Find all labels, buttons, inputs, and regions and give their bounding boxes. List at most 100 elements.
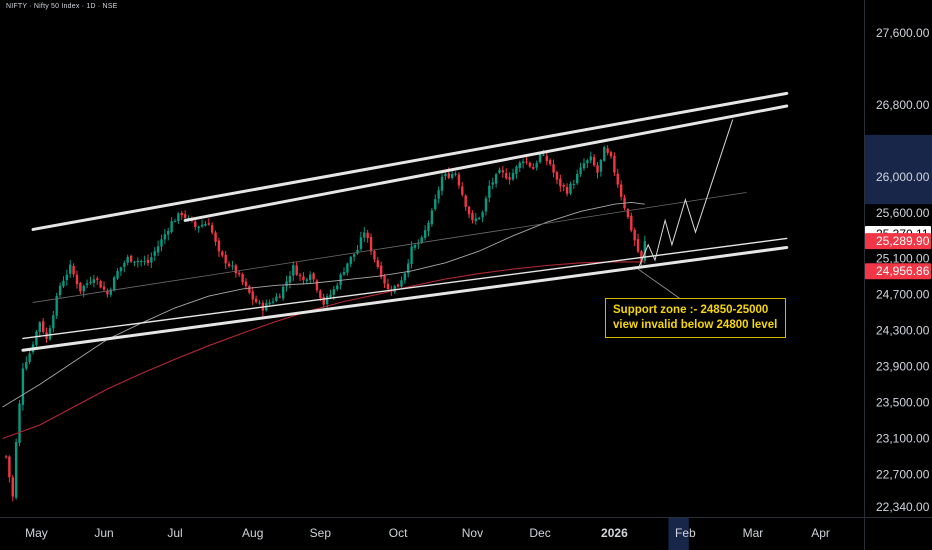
candle-body <box>214 232 217 242</box>
candle-body <box>150 257 153 263</box>
candle-body <box>548 160 552 165</box>
trendline-5 <box>32 192 747 303</box>
candle-body <box>511 172 515 180</box>
trendline-4 <box>22 237 788 340</box>
candle-body <box>427 222 430 231</box>
candle-body <box>332 289 336 295</box>
candle-body <box>251 291 254 300</box>
candle-body <box>586 160 589 164</box>
candle-body <box>478 217 481 219</box>
candle-body <box>197 226 200 229</box>
candle-body <box>106 290 109 295</box>
candle-body <box>38 322 41 332</box>
candle-body <box>238 272 241 275</box>
candle-body <box>65 274 69 281</box>
price-label-bg <box>865 263 931 280</box>
candle-body <box>363 232 366 238</box>
candle-body <box>369 237 373 252</box>
candle-body <box>85 283 89 285</box>
moving-average-grey <box>2 201 645 408</box>
candle-body <box>167 231 170 235</box>
candle-body <box>41 321 45 333</box>
candle-body <box>420 237 423 243</box>
candle-body <box>373 251 376 260</box>
candle-body <box>599 159 603 172</box>
y-tick-label: 26,800.00 <box>876 98 930 112</box>
x-tick-label-feb: Feb <box>675 526 696 540</box>
candle-body <box>160 239 163 247</box>
x-tick-label-sep: Sep <box>310 526 332 540</box>
support-zone-annotation[interactable]: Support zone :- 24850-25000 view invalid… <box>605 298 787 338</box>
candle-body <box>437 190 440 199</box>
candle-body <box>119 267 123 272</box>
candle-body <box>423 230 427 238</box>
candle-body <box>82 285 85 292</box>
candle-body <box>322 297 325 305</box>
y-tick-label: 25,100.00 <box>876 251 930 265</box>
candle-body <box>467 206 471 215</box>
candle-body <box>55 295 58 316</box>
x-tick-label-oct: Oct <box>389 526 408 540</box>
x-tick-label-dec: Dec <box>529 526 550 540</box>
candle-body <box>112 277 116 291</box>
candle-body <box>129 255 133 262</box>
candle-body <box>8 456 11 478</box>
candle-body <box>569 183 572 194</box>
candle-body <box>450 174 454 178</box>
candle-body <box>630 215 633 231</box>
annotation-line-2: view invalid below 24800 level <box>613 319 778 331</box>
candle-body <box>136 260 140 263</box>
trendline-3 <box>21 245 789 352</box>
y-tick-label: 24,300.00 <box>876 323 930 337</box>
candle-body <box>153 251 156 256</box>
price-label: 24,956.86 <box>865 263 931 280</box>
candle-body <box>532 167 535 169</box>
candle-body <box>292 265 295 276</box>
candle-body <box>359 237 363 249</box>
candle-body <box>481 212 484 218</box>
y-tick-label: 26,000.00 <box>876 170 930 184</box>
candle-body <box>96 278 99 280</box>
candle-body <box>366 232 369 238</box>
candle-body <box>183 214 187 218</box>
projection-path <box>637 119 734 270</box>
candle-body <box>393 285 396 292</box>
candle-body <box>400 280 403 287</box>
candle-body <box>342 272 346 275</box>
candle-body <box>92 279 96 283</box>
x-tick-label-apr: Apr <box>811 526 830 540</box>
candle-body <box>89 282 92 284</box>
candle-body <box>376 260 379 267</box>
candle-body <box>234 265 238 274</box>
candle-body <box>552 164 555 173</box>
candle-body <box>613 156 616 173</box>
candle-body <box>515 166 518 174</box>
candle-body <box>295 265 298 275</box>
candle-body <box>207 223 210 225</box>
candle-body <box>4 456 8 458</box>
annotation-line-1: Support zone :- 24850-25000 <box>613 304 769 316</box>
candle-body <box>278 296 281 298</box>
candle-body <box>339 274 342 286</box>
candle-body <box>434 199 437 210</box>
candle-body <box>268 302 271 305</box>
candle-body <box>379 265 383 278</box>
candle-body <box>200 224 204 227</box>
candle-body <box>542 154 545 156</box>
x-tick-label-jun: Jun <box>94 526 113 540</box>
candle-body <box>21 368 25 405</box>
x-tick-label-2026: 2026 <box>601 526 628 540</box>
price-axis-highlight <box>864 134 932 205</box>
candle-body <box>484 198 488 212</box>
candle-body <box>538 153 542 163</box>
x-tick-label-may: May <box>25 526 48 540</box>
x-tick-label-nov: Nov <box>462 526 483 540</box>
candle-body <box>241 274 244 283</box>
y-tick-label: 25,600.00 <box>876 206 930 220</box>
price-label-text: 25,289.90 <box>876 234 930 248</box>
candle-body <box>413 244 417 248</box>
candle-body <box>440 176 444 191</box>
candle-body <box>62 280 65 287</box>
